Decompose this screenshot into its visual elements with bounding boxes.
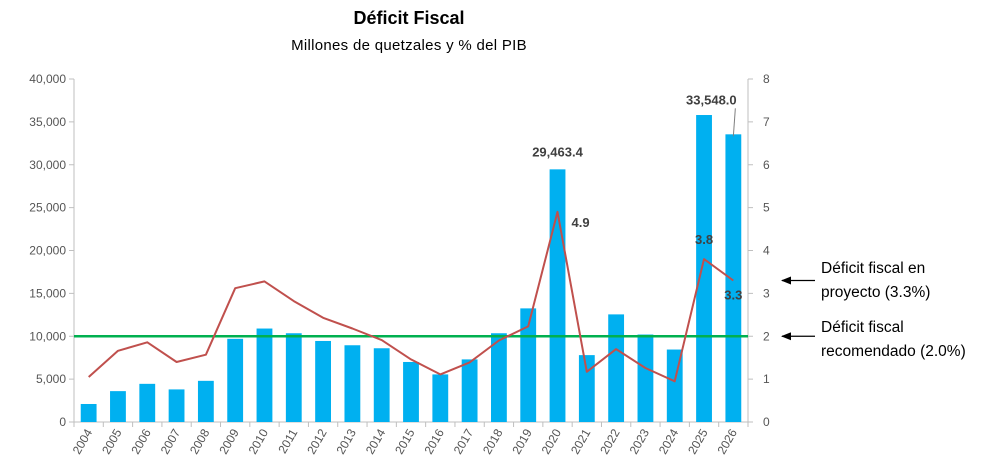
right-tick-label: 7 <box>763 115 770 129</box>
bar-2008 <box>197 380 214 422</box>
data-label-pct-2020: 4.9 <box>572 215 590 230</box>
x-tick-label: 2006 <box>128 426 154 456</box>
bar-2016 <box>432 374 449 422</box>
chart-subtitle: Millones de quetzales y % del PIB <box>291 37 527 54</box>
bar-2022 <box>608 314 625 422</box>
bar-2015 <box>403 361 419 422</box>
left-tick-label: 25,000 <box>29 201 66 215</box>
annotation-recommended-deficit: Déficit fiscal recomendado (2.0%) <box>821 316 966 364</box>
bar-2010 <box>256 328 273 422</box>
bar-2013 <box>344 345 361 422</box>
x-tick-label: 2008 <box>187 426 213 456</box>
x-tick-label: 2023 <box>627 426 653 456</box>
left-tick-label: 40,000 <box>29 72 66 86</box>
data-label-bar-2020: 29,463.4 <box>532 144 583 159</box>
right-tick-label: 8 <box>763 72 770 86</box>
bar-2007 <box>168 389 185 422</box>
x-tick-label: 2018 <box>480 426 506 456</box>
left-tick-label: 0 <box>59 415 66 429</box>
left-tick-label: 15,000 <box>29 286 66 300</box>
x-tick-label: 2020 <box>539 426 565 456</box>
annotation-project-line-2: proyecto (3.3%) <box>821 284 931 301</box>
annotation-project-line-1: Déficit fiscal en <box>821 260 926 277</box>
bar-2004 <box>80 403 97 422</box>
x-tick-label: 2026 <box>714 426 740 456</box>
left-tick-label: 35,000 <box>29 115 66 129</box>
right-tick-label: 1 <box>763 372 770 386</box>
annotation-project-deficit: Déficit fiscal en proyecto (3.3%) <box>821 257 930 305</box>
data-label-pct-2026: 3.3 <box>724 288 742 303</box>
x-tick-label: 2025 <box>685 426 711 456</box>
x-tick-label: 2015 <box>392 426 418 456</box>
x-tick-label: 2004 <box>70 426 96 456</box>
deficit-pct-line <box>88 210 734 383</box>
left-tick-label: 20,000 <box>29 244 66 258</box>
right-tick-label: 2 <box>763 329 770 343</box>
x-tick-label: 2007 <box>158 426 184 456</box>
right-tick-label: 6 <box>763 158 770 172</box>
left-tick-label: 5,000 <box>36 372 66 386</box>
bar-2009 <box>227 338 244 422</box>
data-label-leader-2026 <box>732 108 736 137</box>
bar-2014 <box>373 348 390 422</box>
left-tick-label: 10,000 <box>29 329 66 343</box>
bar-2020 <box>549 169 566 422</box>
x-tick-label: 2005 <box>99 426 125 456</box>
bar-2025 <box>696 115 712 422</box>
x-tick-label: 2012 <box>304 426 330 456</box>
x-tick-label: 2017 <box>451 426 477 456</box>
bar-2018 <box>491 333 507 422</box>
x-tick-label: 2011 <box>275 426 300 456</box>
bar-2026 <box>725 134 742 422</box>
bar-2021 <box>578 355 595 422</box>
x-tick-label: 2016 <box>421 426 447 456</box>
right-tick-label: 0 <box>763 415 770 429</box>
bar-2006 <box>139 383 156 422</box>
right-tick-label: 3 <box>763 286 770 300</box>
x-tick-label: 2019 <box>509 426 535 456</box>
bar-2005 <box>110 391 126 422</box>
bar-2011 <box>285 333 302 422</box>
x-tick-label: 2009 <box>216 426 242 456</box>
x-tick-label: 2024 <box>656 426 682 456</box>
x-tick-label: 2014 <box>363 426 389 456</box>
left-tick-label: 30,000 <box>29 158 66 172</box>
data-label-bar-2026: 33,548.0 <box>686 92 737 107</box>
annotation-recommended-line-1: Déficit fiscal <box>821 319 904 336</box>
right-tick-label: 4 <box>763 244 770 258</box>
bar-2012 <box>315 340 331 422</box>
x-tick-label: 2010 <box>246 426 272 456</box>
chart-title: Déficit Fiscal <box>353 8 465 28</box>
x-tick-label: 2022 <box>597 426 623 456</box>
x-tick-label: 2013 <box>334 426 360 456</box>
data-label-pct-2025: 3.8 <box>695 232 713 247</box>
x-tick-label: 2021 <box>568 426 594 456</box>
bar-2017 <box>461 359 478 422</box>
annotation-recommended-line-2: recomendado (2.0%) <box>821 343 966 360</box>
bar-2023 <box>637 334 654 422</box>
right-tick-label: 5 <box>763 201 770 215</box>
